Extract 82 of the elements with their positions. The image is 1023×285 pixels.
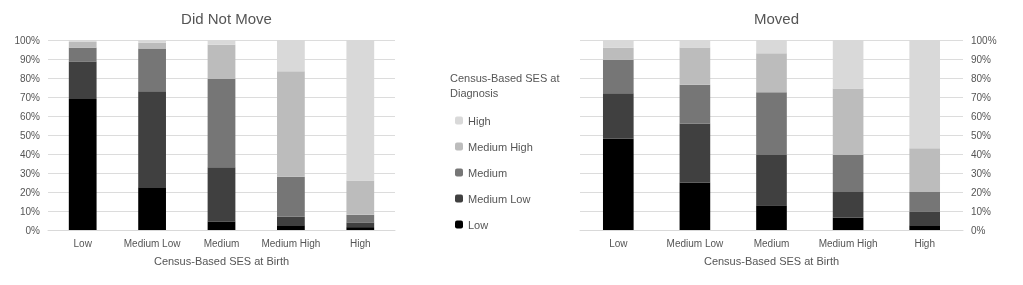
bar bbox=[909, 192, 941, 212]
y-tick-label: 40% bbox=[19, 148, 41, 160]
bar bbox=[138, 187, 166, 230]
y-tick-label: 50% bbox=[19, 129, 41, 141]
x-tick-label: Low bbox=[609, 237, 629, 249]
bar bbox=[602, 59, 634, 94]
x-tick-label: Low bbox=[73, 237, 93, 249]
bar bbox=[207, 78, 236, 168]
chart-title: Moved bbox=[753, 10, 800, 27]
y-tick-label: 30% bbox=[971, 167, 992, 179]
y-tick-label: 0% bbox=[971, 224, 986, 236]
x-axis-title: Census-Based SES at Birth bbox=[703, 254, 840, 267]
x-tick-label: High bbox=[914, 237, 935, 249]
legend-title: Census-Based SES at Diagnosis bbox=[450, 71, 563, 99]
x-tick-label: Medium High bbox=[261, 237, 321, 249]
y-tick-label: 0% bbox=[25, 224, 41, 236]
bar bbox=[756, 205, 787, 230]
y-tick-label: 90% bbox=[19, 53, 41, 65]
bar bbox=[602, 47, 634, 60]
bar bbox=[138, 91, 166, 188]
bar bbox=[68, 61, 97, 99]
bar bbox=[277, 176, 305, 217]
bar bbox=[138, 48, 166, 92]
bar bbox=[68, 98, 97, 230]
y-tick-label: 30% bbox=[19, 167, 41, 179]
y-tick-label: 70% bbox=[971, 91, 992, 103]
bar bbox=[832, 88, 864, 155]
y-tick-label: 90% bbox=[971, 53, 992, 65]
legend-label: Medium Low bbox=[468, 192, 531, 205]
y-tick-label: 60% bbox=[19, 110, 41, 122]
bar bbox=[832, 192, 864, 218]
legend-label: High bbox=[468, 114, 491, 127]
y-tick-label: 100% bbox=[971, 34, 997, 46]
y-tick-label: 80% bbox=[19, 72, 41, 84]
y-tick-label: 40% bbox=[971, 148, 992, 160]
x-axis-title: Census-Based SES at Birth bbox=[153, 254, 290, 267]
x-tick-label: Medium Low bbox=[123, 237, 182, 249]
y-tick-label: 20% bbox=[971, 186, 992, 198]
bar bbox=[756, 53, 787, 93]
bar bbox=[756, 92, 787, 155]
bar bbox=[207, 167, 236, 222]
y-tick-label: 50% bbox=[971, 129, 992, 141]
y-tick-label: 20% bbox=[19, 186, 41, 198]
bar bbox=[346, 227, 375, 230]
bar bbox=[138, 42, 166, 49]
legend-label: Medium High bbox=[468, 140, 533, 153]
chart-title: Did Not Move bbox=[181, 10, 272, 27]
bar bbox=[68, 41, 97, 48]
bar bbox=[68, 47, 97, 62]
bar bbox=[679, 182, 711, 230]
bar bbox=[602, 138, 634, 230]
x-tick-label: Medium bbox=[203, 237, 240, 249]
bar bbox=[909, 148, 941, 192]
bar bbox=[207, 44, 236, 79]
legend-label: Low bbox=[468, 218, 489, 231]
bar bbox=[277, 225, 305, 230]
bar bbox=[346, 180, 375, 215]
bar bbox=[277, 71, 305, 177]
y-tick-label: 100% bbox=[14, 34, 41, 46]
bar bbox=[679, 47, 711, 85]
bar bbox=[679, 123, 711, 183]
bar bbox=[346, 214, 375, 223]
y-tick-label: 60% bbox=[971, 110, 992, 122]
bar bbox=[679, 84, 711, 124]
legend-label: Medium bbox=[468, 166, 508, 179]
bar bbox=[909, 211, 941, 226]
bar bbox=[346, 222, 375, 228]
y-tick-label: 10% bbox=[971, 205, 992, 217]
x-tick-label: Medium High bbox=[818, 237, 878, 249]
bar bbox=[602, 93, 634, 139]
bar bbox=[277, 216, 305, 226]
bar bbox=[756, 154, 787, 206]
bar bbox=[832, 217, 864, 230]
bar bbox=[832, 154, 864, 192]
y-tick-label: 70% bbox=[19, 91, 41, 103]
bar bbox=[909, 225, 941, 230]
x-tick-label: Medium bbox=[753, 237, 790, 249]
x-tick-label: High bbox=[350, 237, 371, 249]
bar bbox=[207, 221, 236, 230]
y-tick-label: 10% bbox=[19, 205, 41, 217]
x-tick-label: Medium Low bbox=[666, 237, 725, 249]
y-tick-label: 80% bbox=[971, 72, 992, 84]
